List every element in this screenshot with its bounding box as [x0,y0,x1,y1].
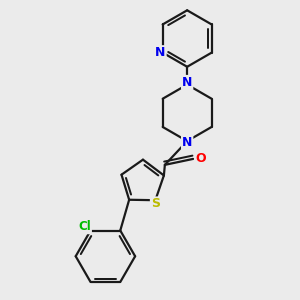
Text: O: O [195,152,206,165]
Text: S: S [151,197,160,210]
Text: N: N [155,46,166,59]
Text: N: N [182,136,192,149]
Text: N: N [182,76,192,89]
Text: Cl: Cl [78,220,91,233]
